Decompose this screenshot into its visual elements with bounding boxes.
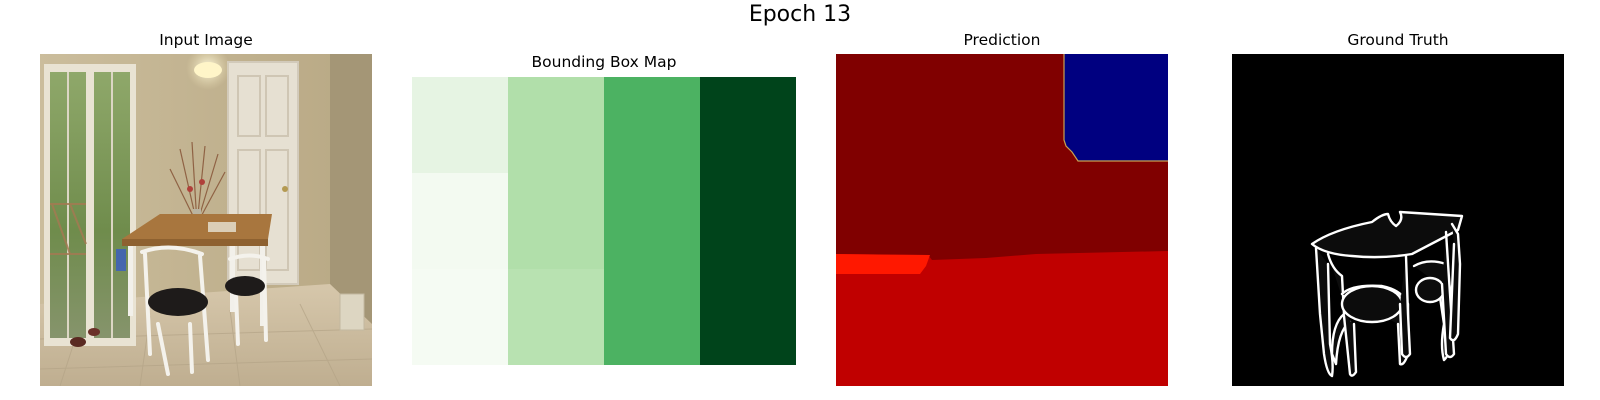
bbox-cell (604, 173, 701, 270)
prediction-region-bright-red (836, 254, 930, 274)
bbox-cell (508, 77, 605, 174)
bbox-cell (508, 269, 605, 365)
bounding-box-map (412, 77, 796, 365)
ground-truth-map (1232, 54, 1564, 386)
prediction-map (836, 54, 1168, 386)
bbox-cell (508, 173, 605, 270)
bbox-cell (604, 77, 701, 174)
bbox-cell (700, 173, 796, 270)
figure-title: Epoch 13 (748, 2, 852, 27)
bbox-cell (412, 77, 509, 174)
bbox-cell (604, 269, 701, 365)
ground-truth-edges (1310, 210, 1464, 378)
input-image-title: Input Image (159, 31, 253, 49)
bbox-cell (412, 173, 509, 270)
prediction-title: Prediction (963, 31, 1041, 49)
ground-truth-title: Ground Truth (1347, 31, 1449, 49)
prediction-boundary (1063, 54, 1168, 162)
bounding-box-map-title: Bounding Box Map (531, 53, 677, 71)
prediction-region-red (836, 251, 1168, 386)
bbox-cell (412, 269, 509, 365)
bbox-cell (700, 269, 796, 365)
prediction-region-navy (1064, 54, 1168, 161)
input-image (40, 54, 372, 386)
bbox-cell (700, 77, 796, 174)
